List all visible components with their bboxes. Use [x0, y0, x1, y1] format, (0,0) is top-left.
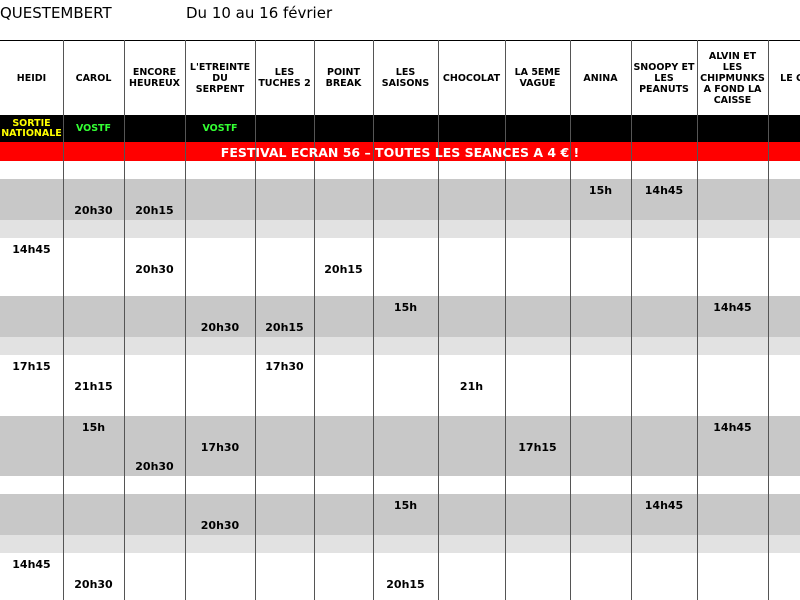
header-top-line [0, 40, 800, 41]
showtime: 14h45 [12, 243, 51, 256]
showtime: 17h30 [200, 440, 240, 454]
tag: VOSTF [202, 123, 238, 134]
tag: VOSTF [75, 123, 112, 134]
title: QUESTEMBERT [0, 4, 112, 22]
column-line [255, 40, 256, 600]
showtime: 20h15 [386, 577, 425, 591]
showtime: 17h15 [518, 440, 557, 454]
showtime: 20h15 [265, 320, 304, 334]
showtime: 14h45 [644, 184, 684, 197]
column-line [185, 40, 186, 600]
showtime: 21h15 [74, 379, 113, 393]
column-title: L'ETREINTE DU SERPENT [189, 61, 251, 95]
column-line [314, 40, 315, 600]
column-line [505, 40, 506, 600]
showtime: 20h30 [74, 203, 113, 217]
showtime: 1 [768, 558, 800, 571]
showtime: 14h45 [713, 421, 752, 434]
column-line [438, 40, 439, 600]
day-separator [0, 161, 800, 179]
column-line [570, 40, 571, 600]
red-band [0, 142, 800, 163]
showtime: 20h30 [135, 262, 174, 276]
showtime: 20h30 [74, 577, 113, 591]
day-band [0, 179, 800, 220]
showtime: 15h [393, 301, 418, 314]
column-title: CHOCOLAT [442, 72, 501, 84]
tag: SORTIE NATIONALE [1, 118, 62, 139]
day-band [0, 494, 800, 535]
showtime: 15h [588, 184, 613, 197]
column-line [697, 40, 698, 600]
day-band [0, 416, 800, 477]
column-line [373, 40, 374, 600]
column-title: LES TUCHES 2 [258, 67, 311, 89]
column-title: ALVIN ET LES CHIPMUNKS A FOND LA CAISSE [700, 50, 765, 106]
column-title: LE GA LA [780, 72, 800, 84]
column-title: LES SAISONS [381, 67, 430, 89]
day-band [0, 296, 800, 337]
day-separator [0, 476, 800, 494]
showtime: 14h45 [12, 558, 51, 571]
showtime: 20h15 [324, 262, 363, 276]
column-title: ENCORE HEUREUX [129, 67, 180, 89]
column-line [124, 40, 125, 600]
showtime: 17h30 [265, 360, 304, 373]
showtime: 21h [459, 379, 484, 393]
day-separator [0, 535, 800, 553]
day-separator [0, 220, 800, 238]
banner: FESTIVAL ECRAN 56 – TOUTES LES SEANCES A… [220, 145, 580, 160]
showtime: 20h15 [135, 203, 174, 217]
showtime: 20h30 [200, 320, 240, 334]
column-title: POINT BREAK [325, 67, 362, 89]
showtime: 15h [393, 499, 418, 512]
column-line [631, 40, 632, 600]
showtime: 1 [768, 243, 800, 256]
showtime: 17h15 [12, 360, 51, 373]
column-line [768, 40, 769, 600]
column-title: SNOOPY ET LES PEANUTS [633, 61, 695, 95]
showtime: 14h45 [713, 301, 752, 314]
day-separator [0, 398, 800, 416]
dates: Du 10 au 16 février [186, 4, 333, 22]
black-band [0, 115, 800, 142]
column-title: HEIDI [16, 72, 47, 84]
column-title: CAROL [75, 72, 112, 84]
showtime: 20h30 [200, 518, 240, 532]
column-title: LA 5EME VAGUE [514, 67, 561, 89]
column-title: ANINA [583, 72, 618, 84]
column-line [63, 40, 64, 600]
day-separator [0, 278, 800, 296]
showtime: 20h30 [135, 460, 174, 473]
showtime: 14h45 [644, 499, 684, 512]
showtime: 15h [81, 421, 106, 434]
day-separator [0, 337, 800, 355]
